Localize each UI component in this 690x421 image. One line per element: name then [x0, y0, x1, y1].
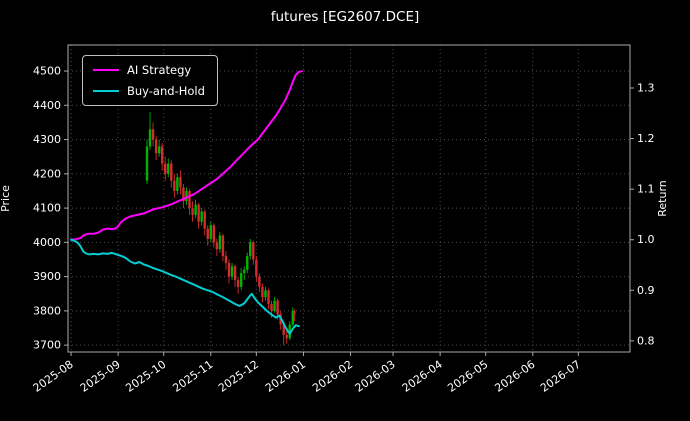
x-tick-label: 2026-05 — [445, 358, 490, 395]
candle-body — [185, 190, 188, 202]
candle-body — [249, 242, 252, 257]
candle-body — [288, 324, 291, 339]
candle-body — [270, 304, 273, 311]
return-tick-label: 1.3 — [637, 81, 655, 94]
candle-body — [194, 204, 197, 215]
candle-body — [224, 256, 228, 263]
price-tick-label: 4400 — [33, 99, 61, 112]
price-tick-label: 4300 — [33, 133, 61, 146]
buy-and-hold-line-swatch — [93, 89, 119, 93]
candle-body — [227, 262, 231, 277]
x-tick-label: 2026-04 — [400, 358, 445, 395]
return-tick-label: 0.8 — [637, 334, 655, 347]
candle-body — [258, 276, 261, 287]
x-tick-label: 2026-01 — [263, 358, 308, 395]
x-tick-label: 2025-12 — [216, 358, 261, 395]
legend-item-ai-strategy: AI Strategy — [93, 63, 205, 77]
x-tick-label: 2026-06 — [492, 358, 537, 395]
candle-body — [206, 228, 209, 239]
candle-body — [282, 324, 285, 335]
candle-body — [291, 310, 294, 325]
candle-body — [236, 280, 240, 287]
candle-body — [151, 129, 155, 140]
candle-body — [154, 139, 158, 154]
price-tick-label: 4500 — [33, 65, 61, 78]
ai-strategy-line-swatch — [93, 68, 119, 72]
candle-body — [252, 242, 255, 260]
legend: AI Strategy Buy-and-Hold — [82, 55, 218, 106]
candle-body — [267, 290, 270, 305]
buy-and-hold-line — [70, 238, 300, 335]
price-tick-label: 3700 — [33, 339, 61, 352]
candle-body — [145, 146, 149, 181]
candle-body — [215, 242, 219, 250]
candle-body — [293, 310, 296, 315]
candle-body — [285, 334, 288, 339]
candle-body — [212, 225, 216, 243]
price-tick-label: 4200 — [33, 167, 61, 180]
candle-body — [246, 256, 249, 270]
candle-body — [273, 300, 276, 311]
plot-frame — [67, 44, 631, 353]
candle-body — [239, 273, 243, 287]
price-tick-label: 4100 — [33, 202, 61, 215]
candle-body — [157, 146, 161, 154]
candle-body — [167, 163, 170, 174]
x-tick-label: 2026-03 — [353, 358, 398, 395]
price-tick-label: 3800 — [33, 304, 61, 317]
candle-body — [233, 266, 237, 281]
x-tick-label: 2025-09 — [78, 358, 123, 395]
price-tick-label: 4000 — [33, 236, 61, 249]
candle-body — [188, 190, 191, 209]
candle-body — [173, 180, 176, 191]
x-tick-label: 2026-07 — [538, 358, 583, 395]
candle-body — [197, 204, 200, 222]
candle-body — [200, 211, 203, 222]
chart-title: futures [EG2607.DCE] — [270, 9, 420, 25]
x-tick-label: 2026-02 — [310, 358, 355, 395]
candle-body — [255, 259, 258, 277]
y-axis-label-price: Price — [0, 185, 12, 212]
return-tick-label: 1.1 — [637, 183, 655, 196]
return-tick-label: 1.2 — [637, 132, 655, 145]
candle-body — [176, 177, 179, 191]
candle-body — [218, 235, 222, 250]
candle-body — [209, 225, 212, 239]
y-axis-label-return: Return — [655, 180, 669, 217]
candle-body — [170, 163, 173, 181]
legend-label: Buy-and-Hold — [127, 84, 205, 98]
legend-item-buy-and-hold: Buy-and-Hold — [93, 84, 205, 98]
x-tick-label: 2025-11 — [170, 358, 215, 395]
candle-body — [160, 146, 164, 164]
candle-body — [264, 290, 267, 298]
candle-body — [276, 300, 279, 315]
candle-body — [203, 211, 206, 229]
price-tick-label: 3900 — [33, 270, 61, 283]
x-tick-label: 2025-08 — [31, 358, 76, 395]
return-tick-label: 1.0 — [637, 233, 655, 246]
candle-body — [179, 177, 182, 188]
candle-body — [221, 235, 225, 257]
x-tick-label: 2025-10 — [123, 358, 168, 395]
candle-body — [182, 187, 185, 202]
candle-body — [164, 163, 167, 174]
candle-body — [230, 266, 234, 277]
candle-body — [242, 269, 246, 274]
candle-body — [148, 129, 152, 147]
legend-label: AI Strategy — [127, 63, 192, 77]
ai-strategy-line — [70, 70, 303, 241]
return-tick-label: 0.9 — [637, 284, 655, 297]
candle-body — [191, 208, 194, 215]
candle-body — [261, 286, 264, 298]
